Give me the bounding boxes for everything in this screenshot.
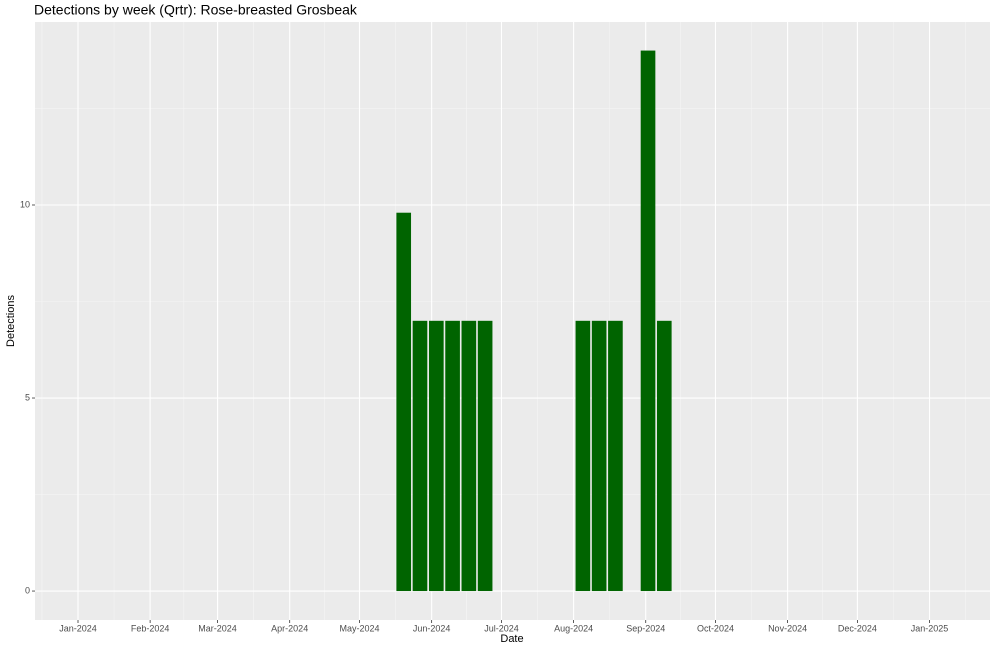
x-tick-label: Dec-2024	[838, 623, 877, 633]
bar	[429, 320, 444, 592]
bar	[608, 320, 623, 592]
bar	[461, 320, 477, 592]
bar	[656, 320, 672, 592]
y-tick-label: 5	[25, 392, 30, 402]
panel	[35, 22, 990, 620]
x-tick-label: Aug-2024	[554, 623, 593, 633]
chart-title: Detections by week (Qrtr): Rose-breasted…	[34, 2, 358, 18]
x-tick-label: Feb-2024	[131, 623, 170, 633]
x-tick-label: Jul-2024	[484, 623, 519, 633]
y-tick-label: 0	[25, 585, 30, 595]
bar	[591, 320, 607, 592]
bar	[575, 320, 591, 592]
x-tick-label: Mar-2024	[198, 623, 237, 633]
x-tick-label: Oct-2024	[697, 623, 734, 633]
bar	[412, 320, 428, 592]
bar	[477, 320, 493, 592]
x-tick-label: Jun-2024	[413, 623, 451, 633]
x-tick-label: Apr-2024	[271, 623, 308, 633]
x-tick-label: May-2024	[340, 623, 380, 633]
y-tick-label: 10	[20, 199, 30, 209]
x-axis-title: Date	[500, 633, 523, 645]
bar	[396, 212, 412, 592]
x-tick-label: Jan-2025	[911, 623, 949, 633]
x-tick-label: Sep-2024	[626, 623, 665, 633]
bar	[640, 50, 656, 592]
bar	[445, 320, 460, 592]
x-tick-label: Jan-2024	[59, 623, 97, 633]
x-tick-label: Nov-2024	[768, 623, 807, 633]
y-axis-title: Detections	[5, 295, 17, 347]
